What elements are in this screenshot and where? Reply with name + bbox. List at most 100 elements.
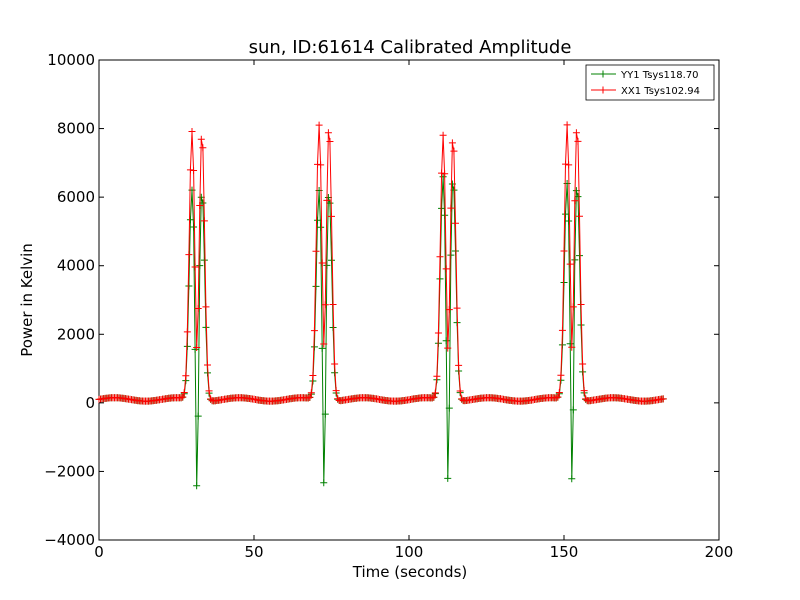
data-point	[574, 193, 582, 201]
data-point	[434, 329, 442, 337]
legend: YY1 Tsys118.70 XX1 Tsys102.94	[585, 64, 715, 101]
data-point	[177, 394, 185, 402]
x-tick-label: 50	[244, 543, 263, 561]
data-point	[455, 361, 463, 369]
data-point	[568, 343, 576, 351]
data-point	[194, 412, 202, 420]
data-point	[571, 256, 579, 264]
data-point	[558, 326, 566, 334]
data-point	[441, 211, 449, 219]
data-point	[444, 474, 452, 482]
data-point	[306, 393, 314, 401]
data-point	[576, 212, 583, 220]
data-point	[329, 323, 337, 331]
data-point	[200, 217, 208, 225]
data-point	[185, 251, 193, 259]
data-point	[193, 482, 201, 490]
y-tick-label: −4000	[44, 531, 95, 549]
data-point	[439, 173, 447, 181]
data-point	[323, 196, 331, 204]
legend-marker-xx1	[599, 86, 607, 94]
data-point	[194, 305, 202, 313]
data-point	[331, 360, 339, 368]
data-point	[197, 135, 205, 143]
data-point	[314, 160, 322, 168]
x-tick-label: 200	[705, 543, 734, 561]
data-point	[329, 301, 337, 309]
data-point	[317, 223, 325, 231]
data-point	[324, 129, 332, 137]
data-point	[304, 394, 312, 402]
series-markers-1	[95, 121, 667, 405]
data-point	[659, 395, 667, 403]
data-point	[182, 372, 190, 380]
legend-entry-xx1: XX1 Tsys102.94	[591, 86, 700, 97]
legend-label-xx1: XX1 Tsys102.94	[621, 86, 700, 97]
data-point	[199, 144, 207, 152]
data-point	[190, 167, 198, 175]
data-point	[430, 393, 438, 401]
data-point	[456, 387, 464, 395]
data-point	[445, 306, 453, 314]
ticks-layer	[98, 59, 720, 541]
data-point	[179, 393, 187, 401]
data-point	[571, 197, 579, 205]
data-point	[196, 262, 204, 270]
chart-title: sun, ID:61614 Calibrated Amplitude	[249, 37, 572, 58]
data-point	[458, 395, 466, 403]
data-point	[205, 387, 213, 395]
data-point	[557, 371, 565, 379]
data-point	[310, 327, 318, 335]
y-tick-label: 0	[85, 394, 95, 412]
data-point	[318, 344, 326, 352]
data-point	[328, 212, 335, 220]
data-point	[447, 251, 455, 259]
y-tick-label: −2000	[44, 462, 95, 480]
data-point	[188, 128, 196, 136]
data-point	[317, 161, 325, 169]
data-point	[439, 131, 447, 139]
data-point	[563, 121, 571, 129]
data-point	[580, 387, 588, 395]
data-point	[183, 328, 191, 336]
data-point	[448, 139, 456, 147]
legend-box	[585, 64, 715, 101]
data-point	[450, 147, 458, 155]
data-point	[185, 282, 193, 290]
x-tick-label: 100	[395, 543, 424, 561]
data-point	[332, 387, 340, 395]
data-point	[438, 169, 446, 177]
data-point	[565, 161, 573, 169]
data-point	[560, 247, 568, 255]
data-point	[574, 137, 582, 145]
data-point	[310, 343, 318, 351]
data-point	[312, 247, 320, 255]
legend-marker-yy1	[599, 70, 607, 78]
data-point	[190, 223, 198, 231]
plot-frame	[98, 59, 720, 541]
data-point	[180, 389, 188, 397]
data-point	[444, 344, 452, 352]
data-point	[560, 278, 568, 286]
data-point	[318, 259, 326, 267]
data-point	[191, 263, 199, 271]
data-point	[568, 475, 576, 483]
data-point	[576, 252, 583, 260]
data-point	[562, 160, 570, 168]
data-point	[320, 340, 328, 348]
data-point	[321, 301, 329, 309]
x-axis-title: Time (seconds)	[352, 563, 468, 581]
data-point	[186, 166, 194, 174]
data-point	[309, 371, 317, 379]
data-point	[447, 204, 455, 212]
data-point	[555, 389, 563, 397]
series-layer	[95, 121, 667, 490]
data-point	[453, 304, 461, 312]
data-point	[196, 201, 204, 209]
data-point	[569, 406, 577, 414]
data-point	[452, 219, 459, 227]
data-point	[433, 372, 441, 380]
data-point	[441, 170, 449, 178]
data-point	[334, 395, 342, 403]
data-point	[315, 121, 323, 129]
